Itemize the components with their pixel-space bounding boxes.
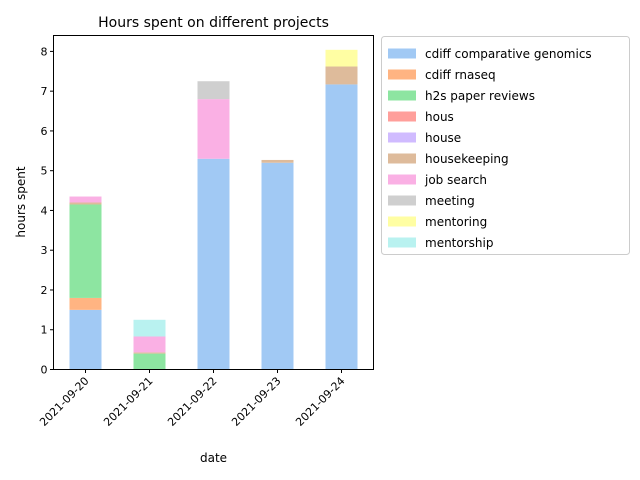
x-tick-label: 2021-09-23 — [229, 374, 283, 428]
bar-segment — [69, 309, 102, 370]
bar-segment — [69, 297, 102, 310]
x-axis: 2021-09-20 2021-09-21 2021-09-22 2021-09-23… — [37, 369, 348, 429]
legend-swatch — [388, 69, 416, 80]
bar-segment — [197, 99, 230, 159]
bar-segment — [261, 159, 294, 163]
legend-swatch — [388, 174, 416, 185]
legend-label: h2s paper reviews — [425, 89, 535, 103]
y-tick-label: 2 — [41, 284, 48, 297]
y-axis-label: hours spent — [14, 166, 28, 237]
bar-segment — [69, 204, 102, 298]
y-tick-label: 0 — [41, 364, 48, 377]
bar-segment — [133, 353, 166, 370]
legend-label: meeting — [425, 194, 475, 208]
y-tick-label: 3 — [41, 244, 48, 257]
x-tick-label: 2021-09-22 — [165, 374, 219, 428]
bar-segment — [133, 319, 166, 337]
bar-segment — [261, 162, 294, 370]
y-tick-label: 7 — [41, 85, 48, 98]
legend-label: job search — [424, 173, 487, 187]
legend-frame — [381, 36, 630, 255]
legend-swatch — [388, 90, 416, 101]
chart-title: Hours spent on different projects — [98, 15, 329, 31]
legend-label: cdiff rnaseq — [425, 68, 496, 82]
bar-segment — [325, 49, 358, 67]
bar-segment — [69, 202, 102, 205]
bar-segment — [133, 336, 166, 353]
y-tick-label: 8 — [41, 45, 48, 58]
legend-swatch — [388, 111, 416, 122]
legend-label: mentoring — [425, 215, 487, 229]
legend-label: mentorship — [425, 236, 493, 250]
bar-segment — [69, 196, 102, 203]
legend-swatch — [388, 216, 416, 227]
legend-swatch — [388, 195, 416, 206]
legend-swatch — [388, 237, 416, 248]
bar-segment — [133, 352, 166, 354]
legend-label: cdiff comparative genomics — [425, 47, 592, 61]
y-axis: 0 1 2 3 4 5 6 7 8 — [41, 45, 54, 377]
y-tick-label: 5 — [41, 165, 48, 178]
legend: cdiff comparative genomics cdiff rnaseq h2… — [381, 36, 630, 255]
legend-label: hous — [425, 110, 454, 124]
y-tick-label: 6 — [41, 125, 48, 138]
legend-swatch — [388, 153, 416, 164]
legend-label: house — [425, 131, 461, 145]
legend-label: housekeeping — [425, 152, 509, 166]
x-tick-label: 2021-09-21 — [101, 374, 155, 428]
y-tick-label: 4 — [41, 204, 48, 217]
bar-segment — [325, 84, 358, 370]
x-tick-label: 2021-09-24 — [293, 374, 347, 428]
bar-segment — [197, 81, 230, 100]
x-axis-label: date — [200, 451, 227, 465]
bar-segment — [325, 66, 358, 85]
legend-swatch — [388, 48, 416, 59]
bar-segment — [197, 158, 230, 370]
x-tick-label: 2021-09-20 — [37, 374, 91, 428]
y-tick-label: 1 — [41, 324, 48, 337]
plot-area — [69, 49, 358, 370]
legend-swatch — [388, 132, 416, 143]
